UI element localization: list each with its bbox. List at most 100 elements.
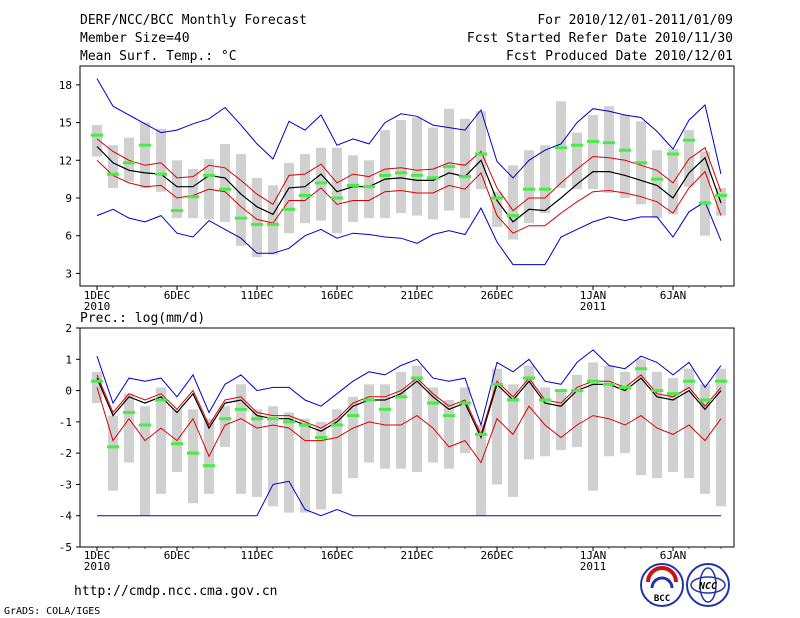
p2-median-day-29	[539, 398, 551, 402]
p1-box-day-29	[540, 145, 550, 214]
p1-median-day-7	[187, 195, 199, 199]
p1-median-day-24	[459, 175, 471, 179]
p1-xtick-label: 1JAN	[580, 289, 607, 302]
p1-box-day-3	[124, 137, 134, 182]
p2-xtick-year: 2010	[84, 560, 111, 573]
p2-box-day-23	[444, 399, 454, 469]
p1-ytick-label: 18	[59, 79, 72, 92]
p1-box-day-27	[508, 165, 518, 240]
p2-median-day-23	[443, 414, 455, 418]
p1-box-day-37	[668, 148, 678, 215]
p2-box-day-9	[220, 406, 230, 447]
p2-box-day-28	[524, 365, 534, 460]
p2-ytick-label: 1	[65, 353, 72, 366]
p2-median-day-39	[699, 398, 711, 402]
p2-median-day-30	[555, 389, 567, 393]
p1-median-day-32	[587, 139, 599, 143]
p1-line-maximum	[96, 78, 722, 179]
p2-box-day-29	[540, 387, 550, 457]
p1-median-day-10	[235, 216, 247, 220]
p2-ytick-label: -4	[59, 510, 73, 523]
p1-median-day-18	[363, 185, 375, 189]
p2-median-day-38	[683, 379, 695, 383]
p1-box-day-30	[556, 101, 566, 188]
p1-line-minimum	[96, 201, 722, 266]
p2-xtick-label: 1JAN	[580, 549, 607, 562]
p2-median-day-26	[491, 382, 503, 386]
p2-box-day-15	[316, 421, 326, 510]
p1-median-day-3	[123, 161, 135, 165]
p2-median-day-9	[219, 417, 231, 421]
p2-median-day-14	[299, 423, 311, 427]
p1-box-day-33	[604, 106, 614, 193]
p1-box-day-20	[396, 120, 406, 214]
p2-box-day-14	[300, 418, 310, 513]
p1-xtick-label: 6JAN	[660, 289, 687, 302]
p1-box-day-16	[332, 147, 342, 234]
variable-label: Mean Surf. Temp.: °C	[80, 49, 237, 64]
p1-ytick-label: 9	[65, 192, 72, 205]
p1-median-day-15	[315, 181, 327, 185]
precip-medians	[91, 367, 727, 468]
p2-ytick-label: 2	[65, 322, 72, 335]
p2-median-day-5	[155, 398, 167, 402]
p1-median-day-27	[507, 214, 519, 218]
p1-median-day-4	[139, 143, 151, 147]
precip-panel-title: Prec.: log(mm/d)	[80, 311, 205, 326]
p1-median-day-34	[619, 148, 631, 152]
bcc-logo: BCC	[640, 563, 684, 607]
p2-median-day-2	[107, 445, 119, 449]
p2-median-day-12	[267, 417, 279, 421]
p2-median-day-22	[427, 401, 439, 405]
p1-line-upper-std	[96, 138, 722, 212]
p2-median-day-8	[203, 464, 215, 468]
p2-box-day-22	[428, 387, 438, 463]
source-url[interactable]: http://cmdp.ncc.cma.gov.cn	[74, 584, 278, 599]
p1-xtick-label: 16DEC	[320, 289, 353, 302]
p2-ytick-label: -1	[59, 416, 72, 429]
p1-box-day-1	[92, 125, 102, 157]
p2-median-day-6	[171, 442, 183, 446]
p2-box-day-32	[588, 362, 598, 491]
p2-median-day-13	[283, 420, 295, 424]
p2-line-lower-std	[96, 387, 722, 464]
p1-median-day-28	[523, 187, 535, 191]
p1-median-day-19	[379, 173, 391, 177]
p2-box-day-25	[476, 424, 486, 516]
p2-box-day-31	[572, 374, 582, 447]
p1-box-day-21	[412, 117, 422, 216]
p2-box-day-33	[604, 365, 614, 457]
p1-box-day-26	[492, 191, 502, 227]
p2-xtick-label: 16DEC	[320, 549, 353, 562]
p1-xtick-year: 2011	[580, 300, 607, 313]
precip-plot-frame	[79, 327, 735, 548]
p2-ytick-label: 0	[65, 385, 72, 398]
p2-box-day-13	[284, 412, 294, 513]
p2-median-day-34	[619, 385, 631, 389]
temperature-medians	[91, 133, 727, 226]
p1-median-day-6	[171, 209, 183, 213]
temperature-lines	[96, 78, 722, 266]
p1-median-day-39	[699, 201, 711, 205]
p1-box-day-10	[236, 154, 246, 246]
p1-median-day-5	[155, 172, 167, 176]
p1-median-day-22	[427, 176, 439, 180]
p1-xtick-label: 6DEC	[164, 289, 191, 302]
p2-median-day-36	[651, 389, 663, 393]
ncc-logo: NCC	[686, 563, 730, 607]
p1-ytick-label: 12	[59, 154, 72, 167]
p2-xtick-label: 6JAN	[660, 549, 687, 562]
p2-box-day-5	[156, 387, 166, 494]
p2-median-day-1	[91, 379, 103, 383]
p2-median-day-4	[139, 423, 151, 427]
p2-box-day-19	[380, 384, 390, 469]
p2-median-day-19	[379, 407, 391, 411]
p1-median-day-17	[347, 183, 359, 187]
p1-box-day-39	[700, 151, 710, 236]
p2-line-maximum	[96, 349, 722, 427]
p1-median-day-16	[331, 196, 343, 200]
p2-box-day-26	[492, 368, 502, 485]
p1-ytick-label: 6	[65, 230, 72, 243]
